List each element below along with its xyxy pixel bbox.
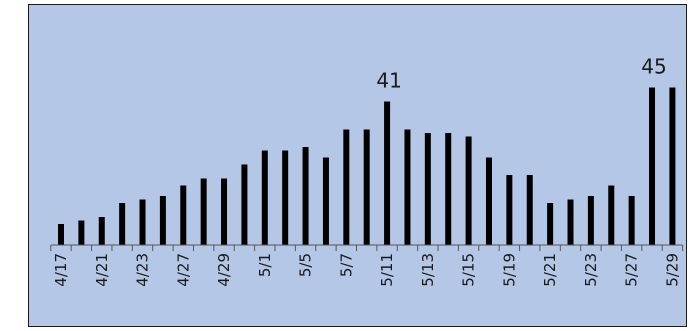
bar-5-21	[547, 203, 554, 245]
bar-5-27	[628, 196, 635, 245]
bar-5-13	[424, 133, 431, 245]
data-label-5-28: 45	[641, 55, 666, 79]
x-axis-ticks	[50, 245, 684, 251]
x-tick-label: 5/29	[663, 253, 681, 287]
bar-5-14	[445, 133, 452, 245]
bar-4-24	[159, 196, 166, 245]
x-tick-label: 5/13	[419, 253, 437, 287]
bar-5-15	[465, 136, 472, 245]
x-axis-tick-labels: 4/17 4/21 4/23 4/27 4/29 5/1 5/5 5/7 5/11 5/13 5/1…	[52, 253, 681, 287]
x-tick-label: 4/27	[174, 253, 192, 287]
bar-4-28	[200, 178, 207, 245]
bar-5-8	[363, 129, 370, 245]
x-tick-label: 5/7	[337, 253, 355, 277]
bar-4-20	[78, 220, 85, 245]
bar-5-5	[302, 147, 309, 245]
bar-4-23	[139, 199, 146, 245]
bar-5-26	[608, 185, 615, 245]
bar-5-19	[506, 175, 513, 245]
x-tick-label: 5/1	[256, 253, 274, 277]
x-tick-label: 4/21	[93, 253, 111, 287]
bar-5-23	[587, 196, 594, 245]
x-tick-label: 5/11	[378, 253, 396, 287]
x-tick-label: 5/27	[623, 253, 641, 287]
bars-group	[58, 87, 676, 245]
x-tick-label: 4/23	[134, 253, 152, 287]
bar-5-22	[567, 199, 574, 245]
x-tick-label: 5/23	[582, 253, 600, 287]
bar-5-18	[485, 157, 492, 245]
x-tick-label: 5/5	[297, 253, 315, 277]
bar-5-12	[404, 129, 411, 245]
bar-5-7	[343, 129, 350, 245]
bar-4-29	[221, 178, 228, 245]
bar-5-11	[384, 101, 391, 245]
bar-5-6	[322, 157, 329, 245]
x-tick-label: 5/19	[500, 253, 518, 287]
x-tick-label: 4/17	[52, 253, 70, 287]
bar-4-17	[58, 224, 64, 245]
x-tick-label: 5/21	[541, 253, 559, 287]
bar-5-4	[282, 150, 289, 245]
bar-4-22	[119, 203, 126, 245]
bar-5-1	[261, 150, 268, 245]
bar-4-27	[180, 185, 187, 245]
bar-5-20	[526, 175, 533, 245]
chart-frame	[28, 4, 687, 327]
data-labels: 41 45	[376, 55, 666, 93]
bar-4-30	[241, 164, 248, 245]
bar-5-29	[669, 87, 676, 245]
bar-5-28	[649, 87, 656, 245]
data-label-5-11: 41	[376, 69, 401, 93]
x-tick-label: 5/15	[460, 253, 478, 287]
x-tick-label: 4/29	[215, 253, 233, 287]
bar-4-21	[98, 217, 105, 245]
